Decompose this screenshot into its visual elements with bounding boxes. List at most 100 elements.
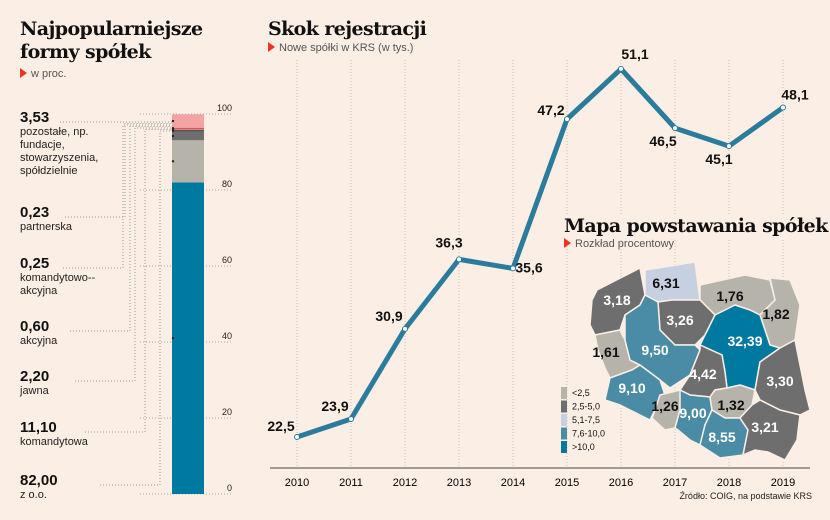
data-label: 22,5 <box>267 418 294 434</box>
legal-form-value: 2,20 <box>20 368 50 385</box>
legend-label: 7,6-10,0 <box>572 429 605 439</box>
leader-line <box>75 127 172 382</box>
chart-title: Skok rejestracji <box>268 18 427 40</box>
legal-form-value: 0,25 <box>20 255 50 272</box>
data-point <box>780 104 786 111</box>
legal-form-value: 0,60 <box>20 318 50 335</box>
leader-line <box>65 123 172 218</box>
legal-form-label: komandytowo--akcyjna <box>20 272 96 297</box>
x-tick-label: 2012 <box>393 477 417 489</box>
leader-dot <box>171 119 175 123</box>
data-point <box>294 434 300 440</box>
legend-swatch <box>561 414 567 426</box>
legal-form-value: 3,53 <box>20 109 50 126</box>
data-point <box>564 116 570 123</box>
bar-segment <box>172 127 204 129</box>
bar-segment <box>172 129 204 132</box>
x-tick-label: 2019 <box>771 477 795 489</box>
legal-form-item: 0,25 komandytowo--akcyjna <box>20 255 130 298</box>
axis-tick-label: 100 <box>217 103 232 113</box>
legal-form-item: 0,60 akcyjna <box>20 318 130 348</box>
data-point <box>348 415 354 422</box>
source-note: Źródło: COIG, na podstawie KRS <box>679 491 812 501</box>
series-line <box>296 66 785 440</box>
data-label: 45,1 <box>705 151 732 167</box>
legal-form-value: 0,23 <box>20 204 50 221</box>
leader-line <box>63 124 172 269</box>
legal-form-label: pozostałe, np. fundacje, stowarzyszenia,… <box>20 126 99 177</box>
leader-dot <box>171 129 175 132</box>
region-value-label: 3,26 <box>666 312 693 328</box>
legend-swatch <box>561 400 567 413</box>
left-subtitle: w proc. <box>20 68 66 80</box>
data-label: 36,3 <box>435 234 462 250</box>
region-value-label: 9,10 <box>618 380 645 396</box>
legend-label: <2,5 <box>572 388 590 398</box>
axis-tick-label: 40 <box>222 331 232 341</box>
chart-subtitle: Nowe spółki w KRS (w tys.) <box>268 42 413 54</box>
legal-form-label: akcyjna <box>20 335 58 347</box>
legal-form-item: 82,00 z o.o. <box>20 472 130 502</box>
x-tick-label: 2013 <box>447 477 471 489</box>
data-point <box>402 325 408 332</box>
legend-label: 5,1-7,5 <box>572 415 600 425</box>
region-value-label: 1,82 <box>762 306 789 322</box>
region-value-label: 3,30 <box>766 373 793 389</box>
legal-form-item: 11,10 komandytowa <box>20 419 130 449</box>
data-label: 48,1 <box>781 87 808 103</box>
left-title: Najpopularniejsze formy spółek <box>20 18 203 63</box>
region-value-label: 8,55 <box>708 429 735 445</box>
data-point <box>726 143 732 150</box>
legend-swatch <box>561 427 567 440</box>
region-value-label: 1,32 <box>717 397 744 413</box>
x-tick-label: 2014 <box>501 477 525 489</box>
leader-line <box>70 126 172 332</box>
region-value-label: 1,26 <box>651 398 678 414</box>
region-value-label: 1,76 <box>716 288 743 304</box>
leader-line <box>85 129 172 433</box>
legal-form-item: 3,53 pozostałe, np. fundacje, stowarzysze… <box>20 109 130 178</box>
data-label: 35,6 <box>515 259 542 275</box>
bar-segment <box>172 114 204 128</box>
axis-tick-label: 20 <box>222 407 232 417</box>
data-label: 23,9 <box>321 398 348 414</box>
data-point <box>672 125 678 132</box>
legal-form-label: jawna <box>20 385 49 397</box>
region-value-label: 9,50 <box>641 342 668 358</box>
legal-form-item: 2,20 jawna <box>20 368 130 398</box>
map-subtitle: Rozkład procentowy <box>564 238 674 250</box>
legal-form-label: z o.o. <box>20 489 47 501</box>
data-point <box>510 265 516 272</box>
map-title: Mapa powstawania spółek <box>564 215 828 238</box>
legal-form-item: 0,23 partnerska <box>20 204 130 234</box>
x-tick-label: 2010 <box>285 477 309 489</box>
bar-segment <box>172 182 204 494</box>
leader-line <box>100 130 172 486</box>
legal-form-label: partnerska <box>20 221 72 233</box>
legal-form-label: komandytowa <box>20 436 88 448</box>
region-value-label: 9,00 <box>679 405 706 421</box>
x-tick-label: 2018 <box>717 477 741 489</box>
bar-segment <box>172 128 204 130</box>
bar-segment <box>172 131 204 141</box>
legend-label: >10,0 <box>572 442 595 452</box>
data-point <box>618 65 624 72</box>
leader-dot <box>171 337 175 340</box>
leader-dot <box>171 134 175 138</box>
legend-swatch <box>561 441 567 453</box>
legal-form-value: 11,10 <box>20 419 57 436</box>
data-label: 30,9 <box>375 308 402 324</box>
bar-segment <box>172 140 204 183</box>
region-value-label: 3,21 <box>751 419 778 435</box>
legend-label: 2,5-5,0 <box>572 402 600 412</box>
data-point <box>456 256 462 263</box>
region-value-label: 32,39 <box>727 333 762 349</box>
x-tick-label: 2011 <box>339 477 363 489</box>
legend-swatch <box>561 387 567 399</box>
axis-tick-label: 60 <box>222 255 232 265</box>
region-value-label: 3,18 <box>603 292 630 308</box>
axis-tick-label: 0 <box>227 483 232 493</box>
region-value-label: 1,61 <box>592 344 619 360</box>
map-region <box>739 399 801 461</box>
